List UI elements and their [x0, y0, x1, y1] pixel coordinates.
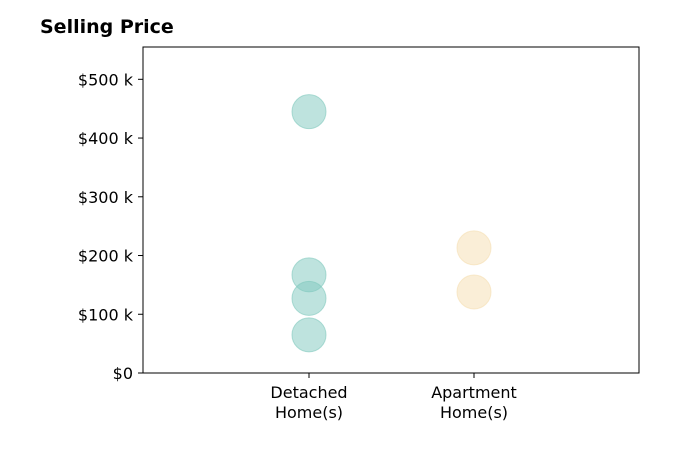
y-tick-label: $500 k — [78, 70, 134, 89]
plot-frame — [142, 46, 640, 374]
data-point — [291, 94, 327, 130]
data-point — [456, 230, 492, 266]
y-tick-label: $300 k — [78, 188, 134, 207]
x-tick-label: Detached Home(s) — [270, 383, 347, 422]
y-tick-label: $200 k — [78, 247, 134, 266]
x-tick-label: Apartment Home(s) — [431, 383, 517, 422]
y-tick-label: $0 — [113, 364, 133, 383]
data-point — [456, 274, 492, 310]
y-tick-label: $100 k — [78, 305, 134, 324]
data-point — [291, 317, 327, 353]
y-tick-label: $400 k — [78, 129, 134, 148]
chart-title: Selling Price — [40, 16, 174, 38]
data-point — [291, 280, 327, 316]
